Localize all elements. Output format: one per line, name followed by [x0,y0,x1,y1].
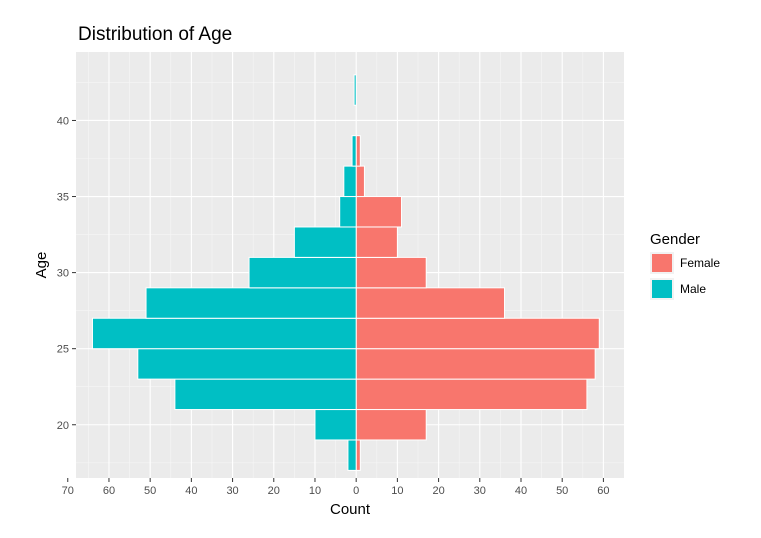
y-tick-label: 40 [57,115,69,127]
x-axis: 70 60 50 40 30 20 10 0 10 20 30 40 50 60 [62,478,610,497]
bar-female-age-26 [355,317,600,350]
x-tick-label: 20 [432,485,444,497]
y-tick-label: 25 [57,344,69,356]
x-tick-label: 40 [515,485,527,497]
bars [91,74,600,471]
y-axis: 20 25 30 35 40 [57,115,76,432]
bar-male-age-20 [314,409,357,441]
bar-female-age-30 [355,256,427,289]
legend-label-female: Female [680,256,720,270]
bar-female-age-20 [355,409,427,441]
chart-title: Distribution of Age [78,24,232,45]
bar-female-age-22 [355,378,588,411]
bar-male-age-28 [145,287,357,319]
x-tick-label: 30 [474,485,486,497]
legend-title: Gender [650,231,700,248]
bar-female-age-24 [355,348,596,380]
bar-female-age-18 [355,439,361,471]
bar-female-age-36 [355,165,365,198]
x-tick-label: 50 [144,485,156,497]
bar-male-age-36 [343,165,357,198]
bar-female-age-38 [355,135,361,167]
legend-swatch-female [652,254,672,272]
x-axis-title: Count [330,501,371,518]
legend: Gender Female Male [650,231,720,300]
bar-male-age-30 [248,256,357,289]
bar-female-age-32 [355,226,398,258]
bar-male-age-24 [137,348,357,380]
legend-swatch-male [652,280,672,298]
legend-label-male: Male [680,282,706,296]
x-tick-label: 20 [268,485,280,497]
x-tick-label: 70 [62,485,74,497]
bar-male-age-32 [293,226,357,258]
x-tick-label: 10 [309,485,321,497]
x-tick-label: 60 [597,485,609,497]
bar-male-age-42 [353,74,357,106]
y-tick-label: 30 [57,268,69,280]
x-tick-label: 60 [103,485,115,497]
x-tick-label: 30 [226,485,238,497]
x-tick-label: 0 [353,485,359,497]
y-tick-label: 35 [57,192,69,204]
x-tick-label: 40 [185,485,197,497]
bar-female-age-34 [355,196,403,228]
bar-male-age-26 [91,317,357,350]
x-tick-label: 50 [556,485,568,497]
bar-female-age-28 [355,287,506,319]
y-tick-label: 20 [57,420,69,432]
x-tick-label: 10 [391,485,403,497]
bar-male-age-38 [351,135,357,167]
bar-male-age-34 [339,196,357,228]
y-axis-title: Age [33,252,50,279]
bar-male-age-18 [347,439,357,471]
bar-male-age-22 [174,378,357,411]
